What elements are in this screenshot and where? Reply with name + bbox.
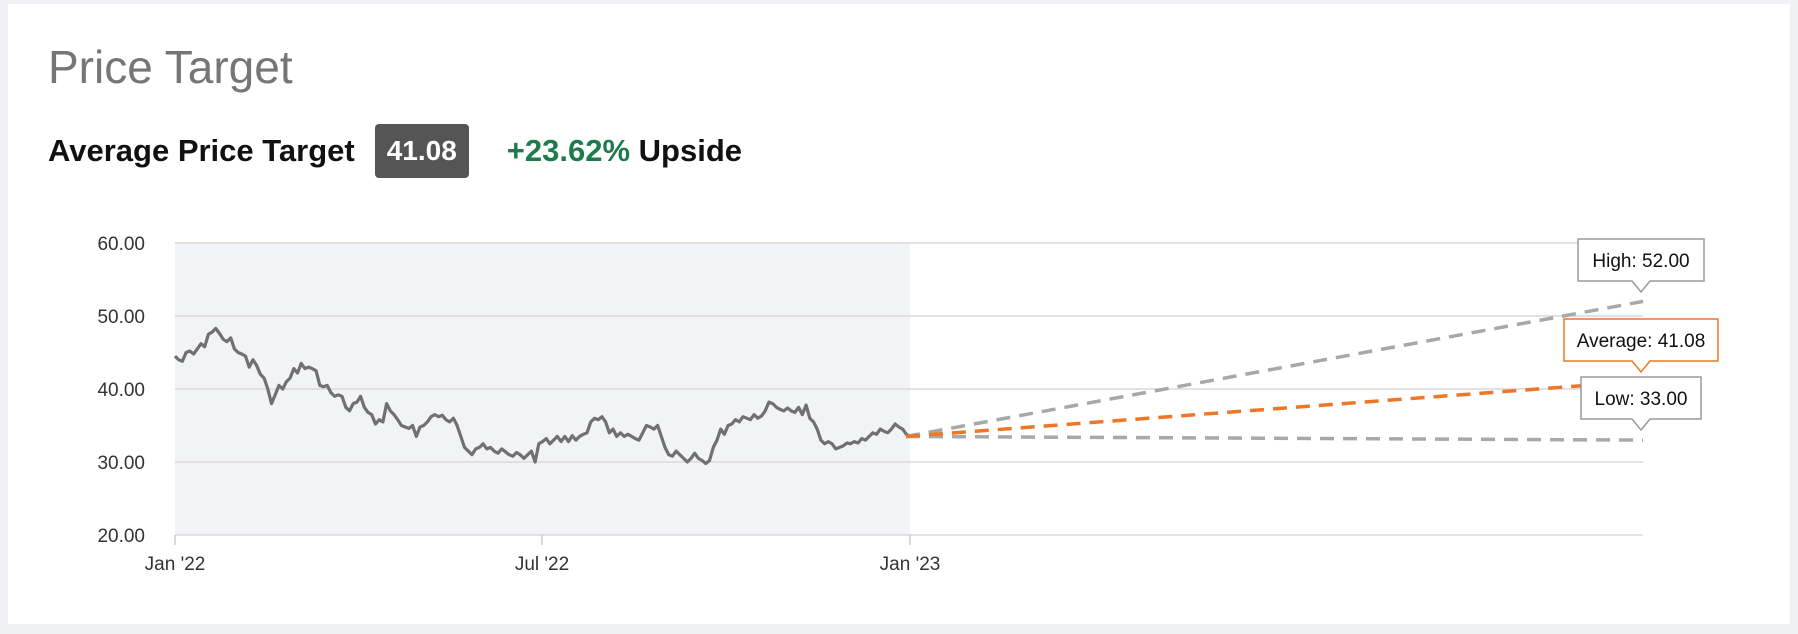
high-target-flag: High: 52.00 (1577, 238, 1705, 294)
upside-percent: +23.62% (506, 133, 631, 168)
x-tick-label: Jul '22 (515, 554, 569, 575)
upside-text: +23.62% Upside (507, 133, 742, 169)
low-target-flag: Low: 33.00 (1580, 376, 1702, 432)
price-history-line (173, 326, 911, 466)
y-tick-label: 50.00 (97, 307, 145, 328)
flag-label: High: 52.00 (1592, 251, 1689, 272)
flag-label: Low: 33.00 (1595, 389, 1688, 410)
average-target-flag: Average: 41.08 (1563, 318, 1719, 374)
price-target-summary: Average Price Target 41.08 +23.62% Upsid… (48, 124, 742, 178)
x-tick-label: Jan '23 (880, 554, 941, 575)
flag-label: Average: 41.08 (1577, 331, 1706, 352)
average-target-line (905, 379, 1644, 439)
x-tick-label: Jan '22 (145, 554, 206, 575)
y-tick-label: 40.00 (97, 380, 145, 401)
y-tick-label: 60.00 (97, 234, 145, 255)
y-tick-label: 20.00 (97, 526, 145, 547)
page-title: Price Target (48, 41, 293, 93)
upside-word: Upside (638, 133, 743, 168)
average-price-badge: 41.08 (374, 124, 469, 178)
low-target-line (905, 434, 1644, 442)
average-price-target-label: Average Price Target (48, 133, 355, 168)
flag-box (1577, 238, 1705, 294)
flag-box (1563, 318, 1719, 374)
high-target-line (905, 299, 1644, 439)
flag-box (1580, 376, 1702, 432)
y-tick-label: 30.00 (97, 453, 145, 474)
